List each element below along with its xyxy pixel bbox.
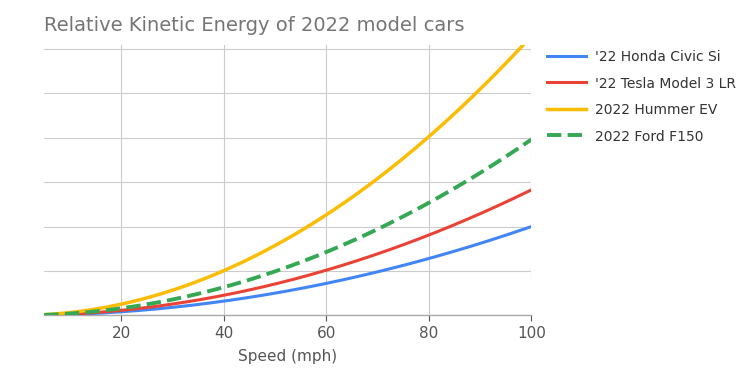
2022 Hummer EV xyxy=(40,312,49,317)
X-axis label: Speed (mph): Speed (mph) xyxy=(238,349,337,364)
'22 Honda Civic Si xyxy=(271,291,280,295)
2022 Ford F150 xyxy=(271,269,280,273)
2022 Hummer EV xyxy=(303,224,312,229)
Line: '22 Honda Civic Si: '22 Honda Civic Si xyxy=(44,227,531,315)
'22 Honda Civic Si xyxy=(515,228,524,233)
2022 Hummer EV xyxy=(527,34,536,38)
2022 Hummer EV xyxy=(274,242,283,246)
2022 Ford F150 xyxy=(439,193,448,197)
'22 Honda Civic Si xyxy=(274,290,283,295)
2022 Ford F150 xyxy=(527,137,536,142)
2022 Ford F150 xyxy=(303,257,312,262)
2022 Hummer EV xyxy=(515,46,524,51)
2022 Hummer EV xyxy=(330,207,339,212)
'22 Honda Civic Si xyxy=(40,313,49,317)
'22 Tesla Model 3 LR xyxy=(274,281,283,285)
Legend: '22 Honda Civic Si, '22 Tesla Model 3 LR, 2022 Hummer EV, 2022 Ford F150: '22 Honda Civic Si, '22 Tesla Model 3 LR… xyxy=(543,46,738,148)
'22 Honda Civic Si xyxy=(303,285,312,289)
'22 Honda Civic Si xyxy=(330,279,339,284)
2022 Ford F150 xyxy=(515,145,524,150)
'22 Tesla Model 3 LR xyxy=(515,193,524,198)
'22 Honda Civic Si xyxy=(527,224,536,229)
2022 Ford F150 xyxy=(330,246,339,251)
'22 Tesla Model 3 LR xyxy=(527,188,536,192)
2022 Ford F150 xyxy=(274,268,283,272)
'22 Tesla Model 3 LR xyxy=(271,282,280,286)
Line: 2022 Hummer EV: 2022 Hummer EV xyxy=(44,36,531,315)
Line: 2022 Ford F150: 2022 Ford F150 xyxy=(44,139,531,315)
Line: '22 Tesla Model 3 LR: '22 Tesla Model 3 LR xyxy=(44,190,531,315)
2022 Hummer EV xyxy=(439,121,448,126)
2022 Ford F150 xyxy=(40,313,49,317)
'22 Tesla Model 3 LR xyxy=(40,313,49,317)
2022 Hummer EV xyxy=(271,243,280,247)
Text: Relative Kinetic Energy of 2022 model cars: Relative Kinetic Energy of 2022 model ca… xyxy=(44,16,465,35)
'22 Tesla Model 3 LR xyxy=(303,273,312,278)
'22 Tesla Model 3 LR xyxy=(330,266,339,270)
'22 Honda Civic Si xyxy=(439,252,448,257)
'22 Tesla Model 3 LR xyxy=(439,227,448,232)
